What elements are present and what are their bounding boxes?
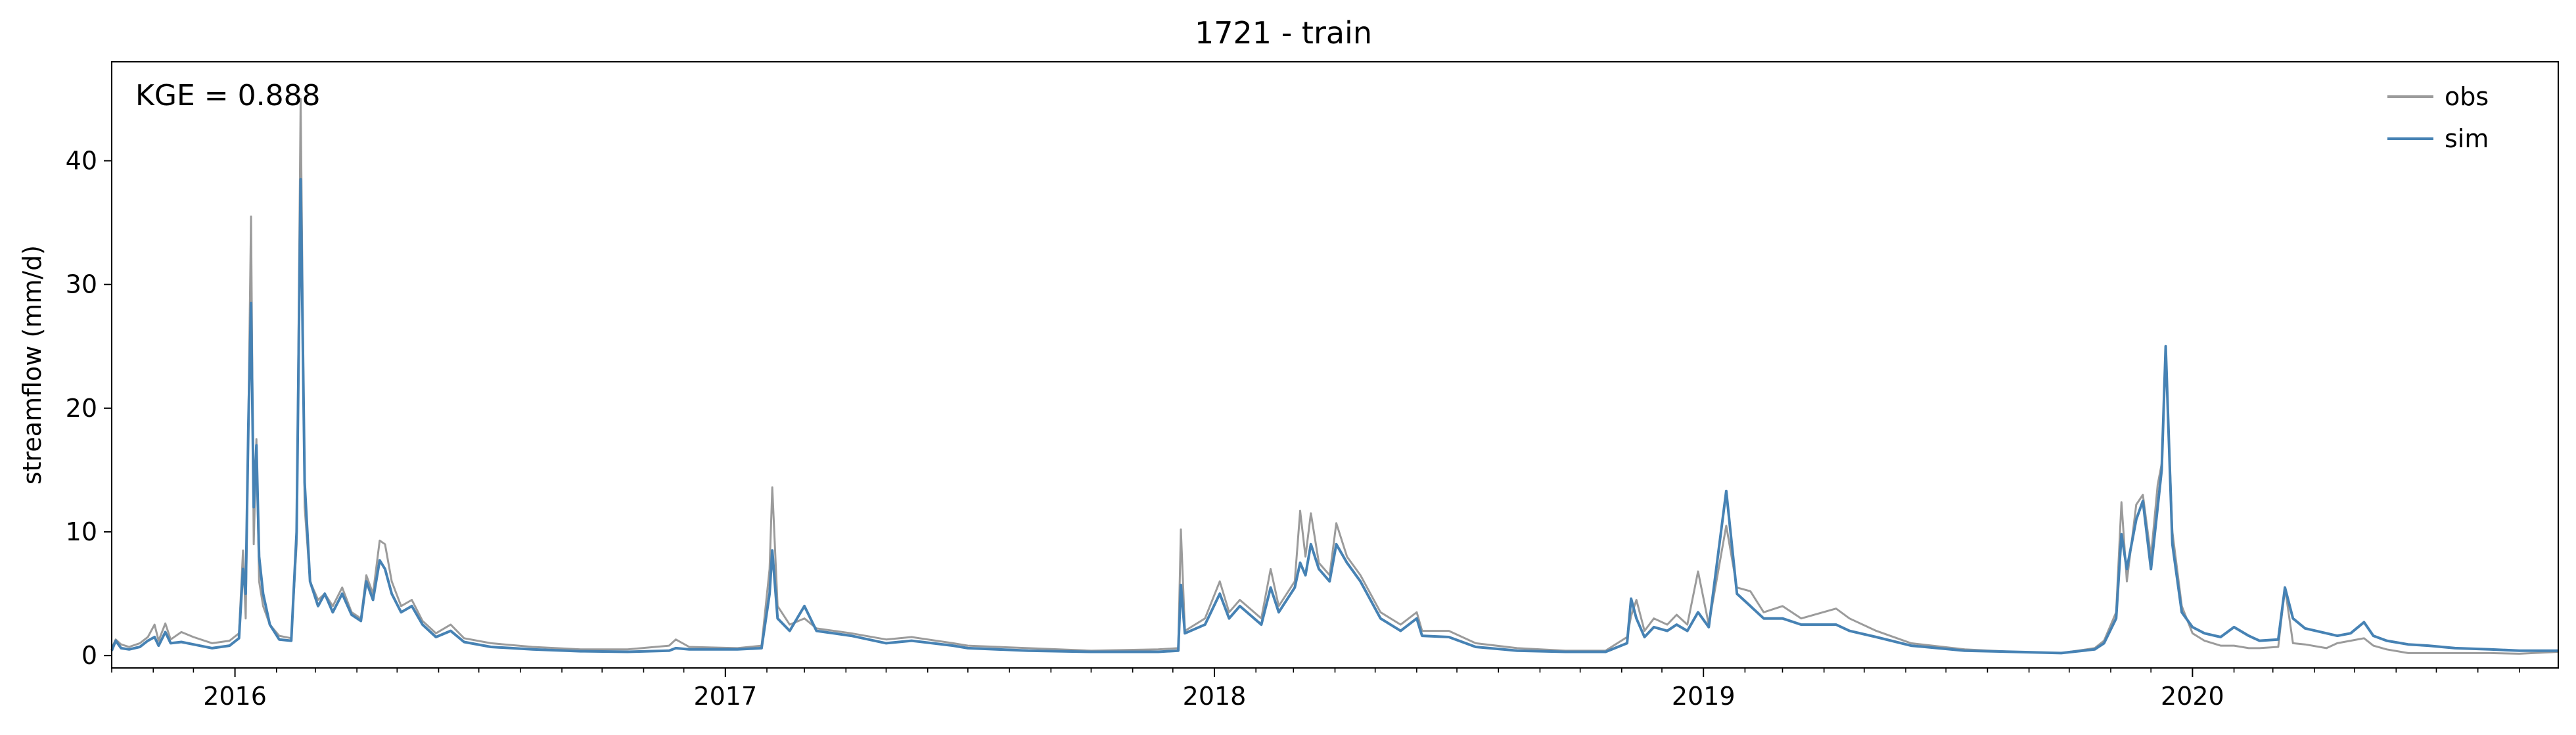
y-axis-label: streamflow (mm/d) <box>18 245 47 485</box>
x-tick-label-2020: 2020 <box>2161 682 2224 711</box>
y-tick-label-0: 0 <box>81 641 97 670</box>
legend: obs sim <box>2387 82 2489 153</box>
y-tick-label-40: 40 <box>66 147 97 176</box>
series-layer <box>110 97 2559 655</box>
series-line-sim <box>110 178 2558 655</box>
y-tick-label-30: 30 <box>66 270 97 299</box>
x-tick-label-2018: 2018 <box>1183 682 1247 711</box>
chart-title: 1721 - train <box>1195 15 1372 51</box>
x-tick-label-2016: 2016 <box>203 682 267 711</box>
y-tick-label-10: 10 <box>66 517 97 546</box>
legend-label-sim: sim <box>2445 124 2489 153</box>
x-tick-label-2017: 2017 <box>693 682 757 711</box>
x-tick-label-2019: 2019 <box>1672 682 1736 711</box>
x-axis: 2016 2017 2018 2019 2020 <box>111 668 2520 711</box>
legend-label-obs: obs <box>2445 82 2489 111</box>
kge-annotation: KGE = 0.888 <box>135 79 321 112</box>
y-axis: 0 10 20 30 40 <box>66 147 112 670</box>
y-tick-label-20: 20 <box>66 394 97 423</box>
